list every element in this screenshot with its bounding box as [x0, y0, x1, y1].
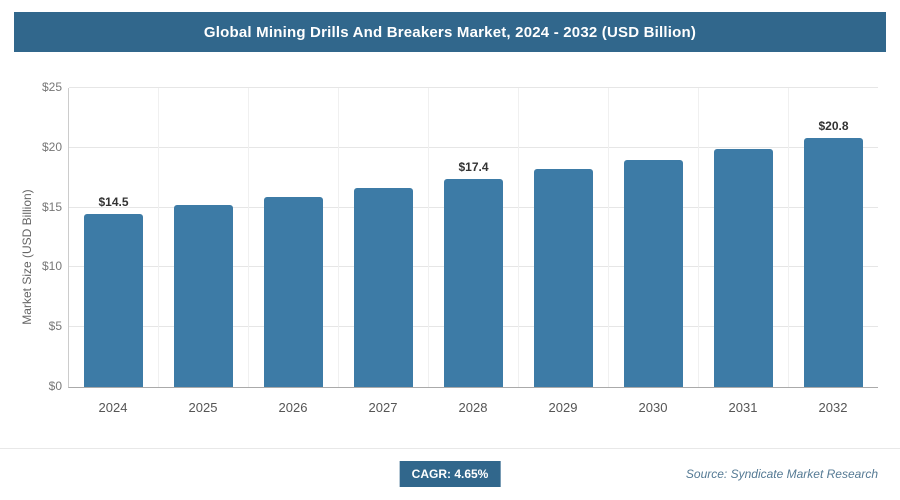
y-tick-label: $10	[41, 259, 62, 274]
x-tick-label-2024: 2024	[98, 400, 128, 415]
bar-2030[interactable]	[624, 159, 683, 387]
bar-2025[interactable]	[174, 205, 233, 387]
x-tick-label-2028: 2028	[458, 400, 488, 415]
bar-group-2030	[608, 88, 698, 387]
chart-title: Global Mining Drills And Breakers Market…	[203, 23, 697, 41]
bar-group-2031	[698, 88, 788, 387]
x-tick-label-2032: 2032	[818, 400, 848, 415]
chart-footer: CAGR: 4.65% Source: Syndicate Market Res…	[0, 448, 900, 500]
bar-group-2026	[248, 88, 338, 387]
y-tick-label: $20	[41, 139, 62, 154]
plot-area: $0 $5 $10 $15 $20 $25 $14.5 $17.4 $20.8	[42, 80, 878, 393]
chart-title-bar: Global Mining Drills And Breakers Market…	[14, 12, 886, 52]
bar-value-label-2028: $17.4	[458, 159, 489, 174]
bars-layer: $14.5 $17.4 $20.8	[69, 88, 878, 387]
bar-2024[interactable]	[84, 213, 143, 387]
y-tick-label: $5	[48, 319, 62, 334]
bar-2026[interactable]	[264, 196, 323, 387]
bar-2031[interactable]	[714, 149, 773, 387]
y-tick-label: $0	[48, 379, 62, 393]
y-tick-label: $15	[41, 199, 62, 214]
bar-group-2029	[518, 88, 608, 387]
bar-group-2032: $20.8	[788, 88, 878, 387]
bar-2032[interactable]	[804, 138, 863, 387]
gridline	[69, 87, 878, 88]
bar-value-label-2032: $20.8	[818, 119, 849, 134]
x-tick-label-2031: 2031	[728, 400, 758, 415]
source-attribution: Source: Syndicate Market Research	[685, 467, 878, 481]
x-tick-label-2030: 2030	[638, 400, 668, 415]
cagr-badge: CAGR: 4.65%	[399, 461, 501, 487]
chart-area: Market Size (USD Billion) $0 $5 $10 $15 $20 $…	[0, 70, 900, 430]
bar-group-2024: $14.5	[69, 88, 158, 387]
bar-group-2025	[158, 88, 248, 387]
y-tick-label: $25	[41, 80, 62, 94]
x-axis-labels: 2024 2025 2026 2027 2028 2029 2030 2031 2032	[68, 394, 878, 416]
bar-group-2027	[338, 88, 428, 387]
x-tick-label-2026: 2026	[278, 400, 308, 415]
bar-2027[interactable]	[354, 188, 413, 387]
x-tick-label-2029: 2029	[548, 400, 578, 415]
x-tick-label-2025: 2025	[188, 400, 218, 415]
bar-2028[interactable]	[444, 178, 503, 387]
x-tick-label-2027: 2027	[368, 400, 398, 415]
y-axis-title: Market Size (USD Billion)	[20, 189, 34, 325]
bar-value-label-2024: $14.5	[98, 194, 129, 209]
bar-group-2028: $17.4	[428, 88, 518, 387]
gridline	[69, 146, 878, 148]
bar-2029[interactable]	[534, 169, 593, 387]
